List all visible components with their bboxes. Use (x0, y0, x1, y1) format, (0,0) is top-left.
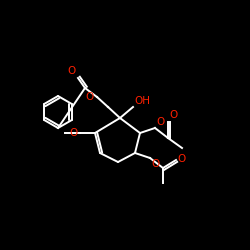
Text: O: O (169, 110, 177, 120)
Text: O: O (177, 154, 185, 164)
Text: O: O (86, 92, 94, 102)
Text: O: O (70, 128, 78, 138)
Text: O: O (151, 159, 159, 169)
Text: OH: OH (134, 96, 150, 106)
Text: O: O (156, 117, 164, 127)
Text: O: O (68, 66, 76, 76)
